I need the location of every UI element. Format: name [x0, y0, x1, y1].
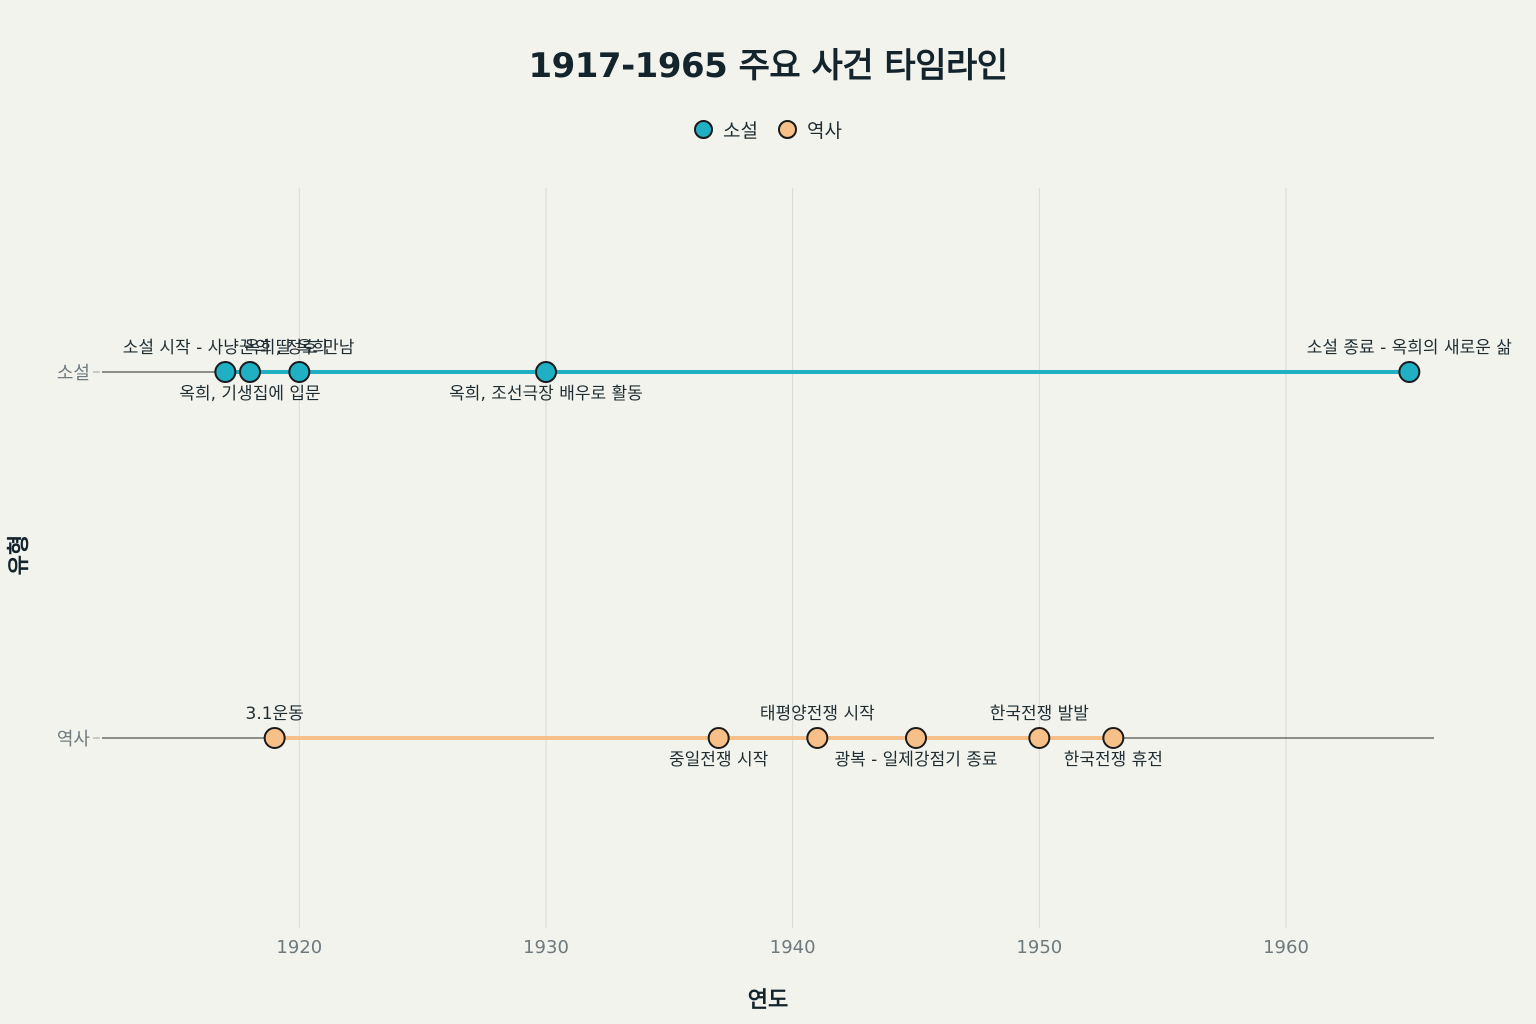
- x-tick-label-1950: 1950: [1016, 937, 1062, 958]
- data-label-0-2: 옥희, 정호 만남: [244, 338, 354, 358]
- x-axis-title: 연도: [0, 982, 1536, 1014]
- data-label-1-3: 광복 - 일제강점기 종료: [834, 750, 997, 770]
- data-label-0-4: 소설 종료 - 옥희의 새로운 삶: [1307, 338, 1513, 358]
- data-point-1-3[interactable]: [906, 728, 926, 748]
- data-point-1-0[interactable]: [265, 728, 285, 748]
- y-axis-title: 유형: [1, 535, 33, 575]
- data-label-1-2: 태평양전쟁 시작: [760, 704, 875, 724]
- y-tick-label-0: 소설: [57, 363, 90, 384]
- series-lines: [102, 372, 1434, 738]
- data-point-1-5[interactable]: [1103, 728, 1123, 748]
- data-label-0-3: 옥희, 조선극장 배우로 활동: [449, 384, 643, 404]
- data-label-1-5: 한국전쟁 휴전: [1064, 750, 1163, 770]
- data-label-0-1: 옥희, 기생집에 입문: [179, 384, 320, 404]
- data-label-1-0: 3.1운동: [246, 704, 304, 724]
- data-point-0-2[interactable]: [289, 362, 309, 382]
- x-tick-label-1930: 1930: [523, 937, 569, 958]
- data-points: [215, 362, 1419, 748]
- data-label-1-4: 한국전쟁 발발: [990, 704, 1090, 724]
- data-point-0-3[interactable]: [536, 362, 556, 382]
- data-point-0-4[interactable]: [1399, 362, 1419, 382]
- data-point-0-0[interactable]: [215, 362, 235, 382]
- x-tick-label-1940: 1940: [770, 937, 816, 958]
- data-point-1-4[interactable]: [1029, 728, 1049, 748]
- x-tick-label-1920: 1920: [276, 937, 322, 958]
- x-tick-label-1960: 1960: [1263, 937, 1309, 958]
- data-point-1-2[interactable]: [807, 728, 827, 748]
- data-point-0-1[interactable]: [240, 362, 260, 382]
- data-point-1-1[interactable]: [709, 728, 729, 748]
- grid-layer: [299, 188, 1286, 928]
- data-label-1-1: 중일전쟁 시작: [669, 750, 769, 770]
- y-tick-label-1: 역사: [57, 729, 91, 750]
